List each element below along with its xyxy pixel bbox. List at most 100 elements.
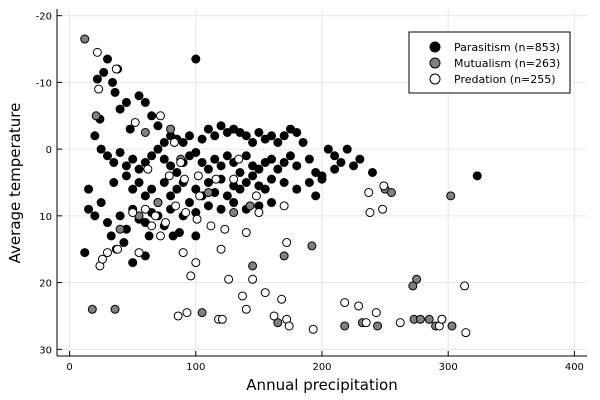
parasitism-point [349, 161, 359, 171]
parasitism-point [304, 154, 314, 164]
predation-point [181, 208, 191, 218]
parasitism-point [235, 167, 245, 177]
parasitism-point [159, 154, 169, 164]
predation-point [241, 228, 251, 238]
predation-point [155, 231, 165, 241]
parasitism-point [197, 157, 207, 167]
predation-point [128, 208, 138, 218]
predation-point [437, 314, 447, 324]
predation-point [97, 254, 107, 264]
predation-point [176, 157, 186, 167]
mutualism-point [245, 201, 255, 211]
predation-point [169, 137, 179, 147]
parasitism-point [90, 211, 100, 221]
predation-point [234, 154, 244, 164]
predation-point [155, 111, 165, 121]
parasitism-point [134, 164, 144, 174]
parasitism-point [279, 157, 289, 167]
parasitism-point [128, 154, 138, 164]
y-tick-label: -10 [36, 78, 52, 89]
predation-point [220, 224, 230, 234]
parasitism-point [90, 131, 100, 141]
parasitism-point [273, 137, 283, 147]
parasitism-point [216, 204, 226, 214]
parasitism-point [191, 147, 201, 157]
parasitism-point [248, 171, 258, 181]
parasitism-point [216, 121, 226, 131]
legend-marker-predation [429, 73, 441, 85]
parasitism-point [99, 67, 109, 77]
predation-point [379, 181, 389, 191]
mutualism-point [203, 188, 213, 198]
parasitism-point [166, 161, 176, 171]
mutualism-point [91, 111, 101, 121]
parasitism-point [102, 151, 112, 161]
parasitism-point [267, 154, 277, 164]
y-tick-label: -20 [36, 12, 52, 23]
mutualism-point [415, 314, 425, 324]
mutualism-point [424, 314, 434, 324]
predation-point [282, 238, 292, 248]
parasitism-point [174, 228, 184, 238]
predation-point [229, 174, 239, 184]
parasitism-point [330, 164, 340, 174]
parasitism-point [279, 178, 289, 187]
parasitism-point [153, 144, 163, 154]
series-parasitism [80, 54, 482, 268]
y-tick-label: 30 [39, 345, 52, 356]
predation-point [161, 218, 171, 228]
legend-label-mutualism: Mutualism (n=263) [454, 57, 560, 70]
mutualism-point [386, 188, 396, 198]
predation-point [143, 164, 153, 174]
y-axis-title: Average temperature [6, 103, 24, 264]
predation-point [211, 174, 221, 184]
legend: Parasitism (n=853) Mutualism (n=263) Pre… [408, 31, 571, 94]
predation-point [193, 171, 203, 181]
mutualism-point [87, 304, 97, 314]
parasitism-point [102, 54, 112, 64]
predation-point [279, 201, 289, 211]
parasitism-point [330, 151, 340, 161]
parasitism-point [178, 137, 188, 147]
parasitism-point [121, 97, 131, 107]
parasitism-point [121, 171, 131, 181]
parasitism-point [191, 184, 201, 194]
predation-point [191, 258, 201, 268]
parasitism-point [125, 124, 135, 134]
parasitism-point [153, 121, 163, 131]
parasitism-point [172, 184, 182, 194]
parasitism-point [472, 171, 482, 181]
parasitism-point [203, 178, 213, 187]
predation-point [182, 308, 192, 318]
predation-point [216, 244, 226, 254]
predation-point [94, 84, 104, 94]
parasitism-point [106, 231, 116, 241]
predation-point [461, 328, 471, 338]
predation-point [284, 321, 294, 331]
parasitism-point [241, 151, 251, 161]
parasitism-point [102, 218, 112, 228]
parasitism-point [235, 184, 245, 194]
predation-point [140, 204, 150, 214]
parasitism-point [80, 248, 90, 258]
parasitism-point [292, 161, 302, 171]
parasitism-point [260, 184, 270, 194]
mutualism-point [153, 198, 163, 208]
mutualism-point [229, 208, 239, 218]
parasitism-point [191, 54, 201, 64]
mutualism-point [80, 34, 90, 44]
predation-point [113, 244, 123, 254]
predation-point [173, 311, 183, 321]
parasitism-point [185, 131, 194, 141]
predation-point [147, 221, 157, 231]
parasitism-point [140, 191, 150, 201]
legend-label-parasitism: Parasitism (n=853) [454, 41, 560, 54]
parasitism-point [222, 151, 232, 161]
parasitism-point [229, 198, 239, 208]
mutualism-point [307, 241, 317, 251]
predation-point [150, 211, 160, 221]
parasitism-point [159, 178, 169, 187]
parasitism-point [108, 77, 118, 87]
parasitism-point [109, 157, 119, 167]
